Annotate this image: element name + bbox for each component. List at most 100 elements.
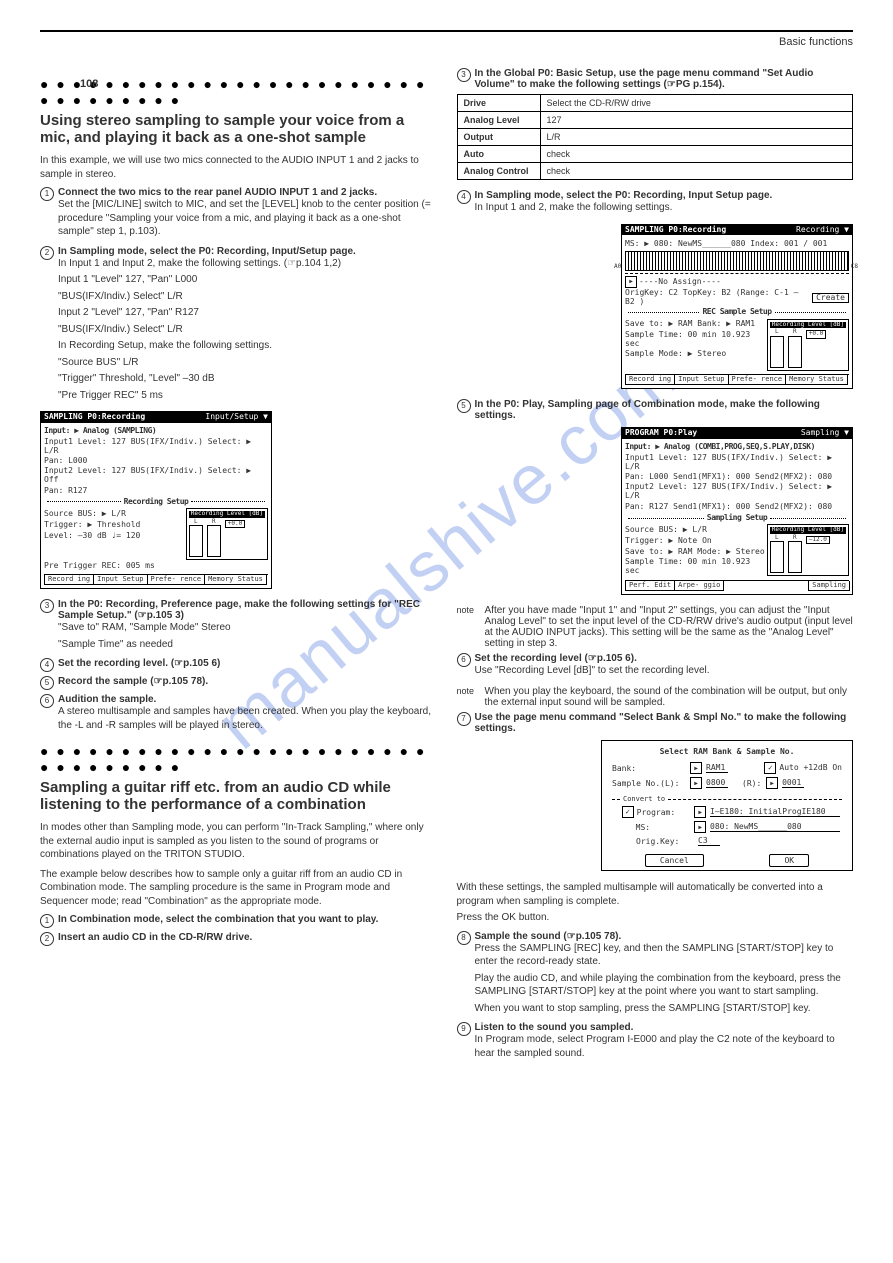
lcd2-orig: OrigKey: C2 TopKey: B2 (Range: C-1 – B2 …	[625, 289, 812, 307]
dlg-convert-lbl: Convert to	[623, 795, 665, 803]
lcd3-input-header: Input: ▶ Analog (COMBI,PROG,SEQ,S.PLAY,D…	[625, 443, 849, 453]
step-2-row-3: "BUS(IFX/Indiv.) Select" L/R	[58, 323, 437, 337]
lcd1-meter-val: +0.0	[225, 520, 245, 529]
step-6-icon: 6	[40, 694, 54, 708]
auto-checkbox[interactable]: ✓	[764, 762, 776, 774]
note-icon: note	[457, 605, 485, 649]
lcd3-save: Save to: ▶ RAM Mode: ▶ Stereo	[625, 547, 767, 557]
step-2-row-0: Input 1 "Level" 127, "Pan" L000	[58, 273, 437, 287]
lcd1-tab-3[interactable]: Memory Status	[204, 575, 267, 585]
lcd1-tab-1[interactable]: Input Setup	[93, 575, 147, 585]
r-step-8-icon: 8	[457, 931, 471, 945]
lcd2-create-button[interactable]: Create	[812, 293, 849, 304]
lcd1-in2p: Pan: R127	[44, 486, 268, 496]
lcd2-stime: Sample Time: 00 min 10.923 sec	[625, 331, 767, 349]
r-step-4-icon: 4	[457, 190, 471, 204]
r-step-3-icon: 3	[457, 68, 471, 82]
dlg-smpl-r-lbl: (R):	[742, 779, 761, 788]
dlg-smpl-r[interactable]: 0001	[782, 778, 804, 788]
r-step-8-sub-1: Play the audio CD, and while playing the…	[475, 972, 854, 999]
td-1-1: 127	[540, 112, 853, 129]
r-step-3-text: In the Global P0: Basic Setup, use the p…	[475, 68, 814, 90]
dropdown-icon[interactable]	[766, 777, 778, 789]
r-step-8-text: Sample the sound (☞p.105 78).	[475, 931, 622, 942]
table-row: Analog Level127	[457, 112, 853, 129]
sec2-step-1-text: In Combination mode, select the combinat…	[58, 914, 378, 925]
step-1-sub: Set the [MIC/LINE] switch to MIC, and se…	[58, 198, 437, 239]
lcd3-in2: Input2 Level: 127 BUS(IFX/Indiv.) Select…	[625, 483, 849, 501]
r-step-6-text: Set the recording level (☞p.105 6).	[475, 653, 637, 664]
lcd1-title-r: Input/Setup ▼	[205, 413, 268, 422]
step-2-row2-0: In Recording Setup, make the following s…	[58, 339, 437, 353]
dlg-prog-lbl: Program:	[637, 808, 695, 817]
lcd3-in2p: Pan: R127 Send1(MFX1): 000 Send2(MFX2): …	[625, 502, 849, 512]
ok-button[interactable]: OK	[769, 854, 809, 867]
lcd1-in1p: Pan: L000	[44, 456, 268, 466]
page-number: 108	[80, 78, 98, 90]
select-bank-dialog: Select RAM Bank & Sample No. Bank:RAM1✓A…	[601, 740, 853, 871]
dlg-orig-val[interactable]: C3	[698, 836, 720, 846]
td-2-0: Output	[457, 129, 540, 146]
table-row: Analog Controlcheck	[457, 163, 853, 180]
settings-table: DriveSelect the CD-R/RW drive Analog Lev…	[457, 94, 854, 180]
r-step-4-text: In Sampling mode, select the P0: Recordi…	[475, 190, 773, 201]
lcd1-trig: Trigger: ▶ Threshold	[44, 520, 186, 530]
lcd2-tab-3[interactable]: Memory Status	[785, 375, 848, 385]
step-1-text: Connect the two mics to the rear panel A…	[58, 187, 377, 198]
lcd-sampling-recording: SAMPLING P0:RecordingRecording ▼ MS: ▶ 0…	[621, 224, 853, 390]
dropdown-icon[interactable]	[694, 821, 706, 833]
lcd2-noassign: ----No Assign----	[625, 276, 849, 288]
step-3-row-0: "Save to" RAM, "Sample Mode" Stereo	[58, 621, 437, 635]
lcd3-tab-1[interactable]: Arpe- ggio	[674, 581, 724, 591]
dropdown-icon[interactable]	[625, 276, 637, 288]
td-1-0: Analog Level	[457, 112, 540, 129]
lcd2-tab-0[interactable]: Record ing	[625, 375, 675, 385]
step-1-icon: 1	[40, 187, 54, 201]
dropdown-icon[interactable]	[690, 777, 702, 789]
step-2-sub: In Input 1 and Input 2, make the followi…	[58, 257, 437, 271]
lcd3-in1p: Pan: L000 Send1(MFX1): 000 Send2(MFX2): …	[625, 472, 849, 482]
lcd1-tab-2[interactable]: Prefe- rence	[147, 575, 206, 585]
dlg-bank-val[interactable]: RAM1	[706, 763, 728, 773]
lcd1-in1: Input1 Level: 127 BUS(IFX/Indiv.) Select…	[44, 438, 268, 456]
td-0-1: Select the CD-R/RW drive	[540, 95, 853, 112]
r-step-9-text: Listen to the sound you sampled.	[475, 1022, 634, 1033]
after-7-p1: With these settings, the sampled multisa…	[457, 881, 854, 908]
dlg-ms-val[interactable]: 080: NewMS______080	[710, 822, 840, 832]
r-step-8-sub-0: Press the SAMPLING [REC] key, and then t…	[475, 942, 854, 969]
after-7-p2: Press the OK button.	[457, 911, 854, 925]
dlg-smpl-l[interactable]: 0800	[706, 778, 728, 788]
lcd2-tab-2[interactable]: Prefe- rence	[728, 375, 787, 385]
lcd3-meter-val: –12.0	[806, 536, 830, 545]
dlg-prog-val[interactable]: I–E180: InitialProgIE180	[710, 807, 840, 817]
dropdown-icon[interactable]	[690, 762, 702, 774]
sec2-step-1-icon: 1	[40, 914, 54, 928]
cancel-button[interactable]: Cancel	[645, 854, 704, 867]
lcd3-tab-r[interactable]: Sampling	[808, 581, 850, 591]
lcd1-meter: Recording Level [dB] LR+0.0	[186, 508, 268, 560]
header-text: Basic functions	[40, 36, 853, 48]
lcd3-tab-0[interactable]: Perf. Edit	[625, 581, 675, 591]
r-step-5-icon: 5	[457, 399, 471, 413]
step-2-row2-1: "Source BUS" L/R	[58, 356, 437, 370]
r-step-5-text: In the P0: Play, Sampling page of Combin…	[475, 399, 820, 421]
td-3-1: check	[540, 146, 853, 163]
step-2-row2-3: "Pre Trigger REC" 5 ms	[58, 389, 437, 403]
step-2-row-2: Input 2 "Level" 127, "Pan" R127	[58, 306, 437, 320]
note-1-text: After you have made "Input 1" and "Input…	[485, 605, 854, 649]
lcd1-pre: Pre Trigger REC: 005 ms	[44, 561, 268, 571]
lcd1-tab-0[interactable]: Record ing	[44, 575, 94, 585]
dialog-title: Select RAM Bank & Sample No.	[612, 747, 842, 756]
r-step-6-sub: Use "Recording Level [dB]" to set the re…	[475, 664, 854, 678]
lcd2-tab-1[interactable]: Input Setup	[674, 375, 728, 385]
lcd3-srcbus: Source BUS: ▶ L/R	[625, 525, 767, 535]
lcd2-title-l: SAMPLING P0:Recording	[625, 226, 726, 235]
lcd2-smode: Sample Mode: ▶ Stereo	[625, 349, 767, 359]
sec2-p1: In modes other than Sampling mode, you c…	[40, 821, 437, 862]
step-2-row-1: "BUS(IFX/Indiv.) Select" L/R	[58, 290, 437, 304]
lcd1-meter-lbl: Recording Level [dB]	[189, 511, 265, 518]
step-2-row2-2: "Trigger" Threshold, "Level" –30 dB	[58, 372, 437, 386]
program-checkbox[interactable]: ✓	[622, 806, 634, 818]
td-4-1: check	[540, 163, 853, 180]
dropdown-icon[interactable]	[694, 806, 706, 818]
